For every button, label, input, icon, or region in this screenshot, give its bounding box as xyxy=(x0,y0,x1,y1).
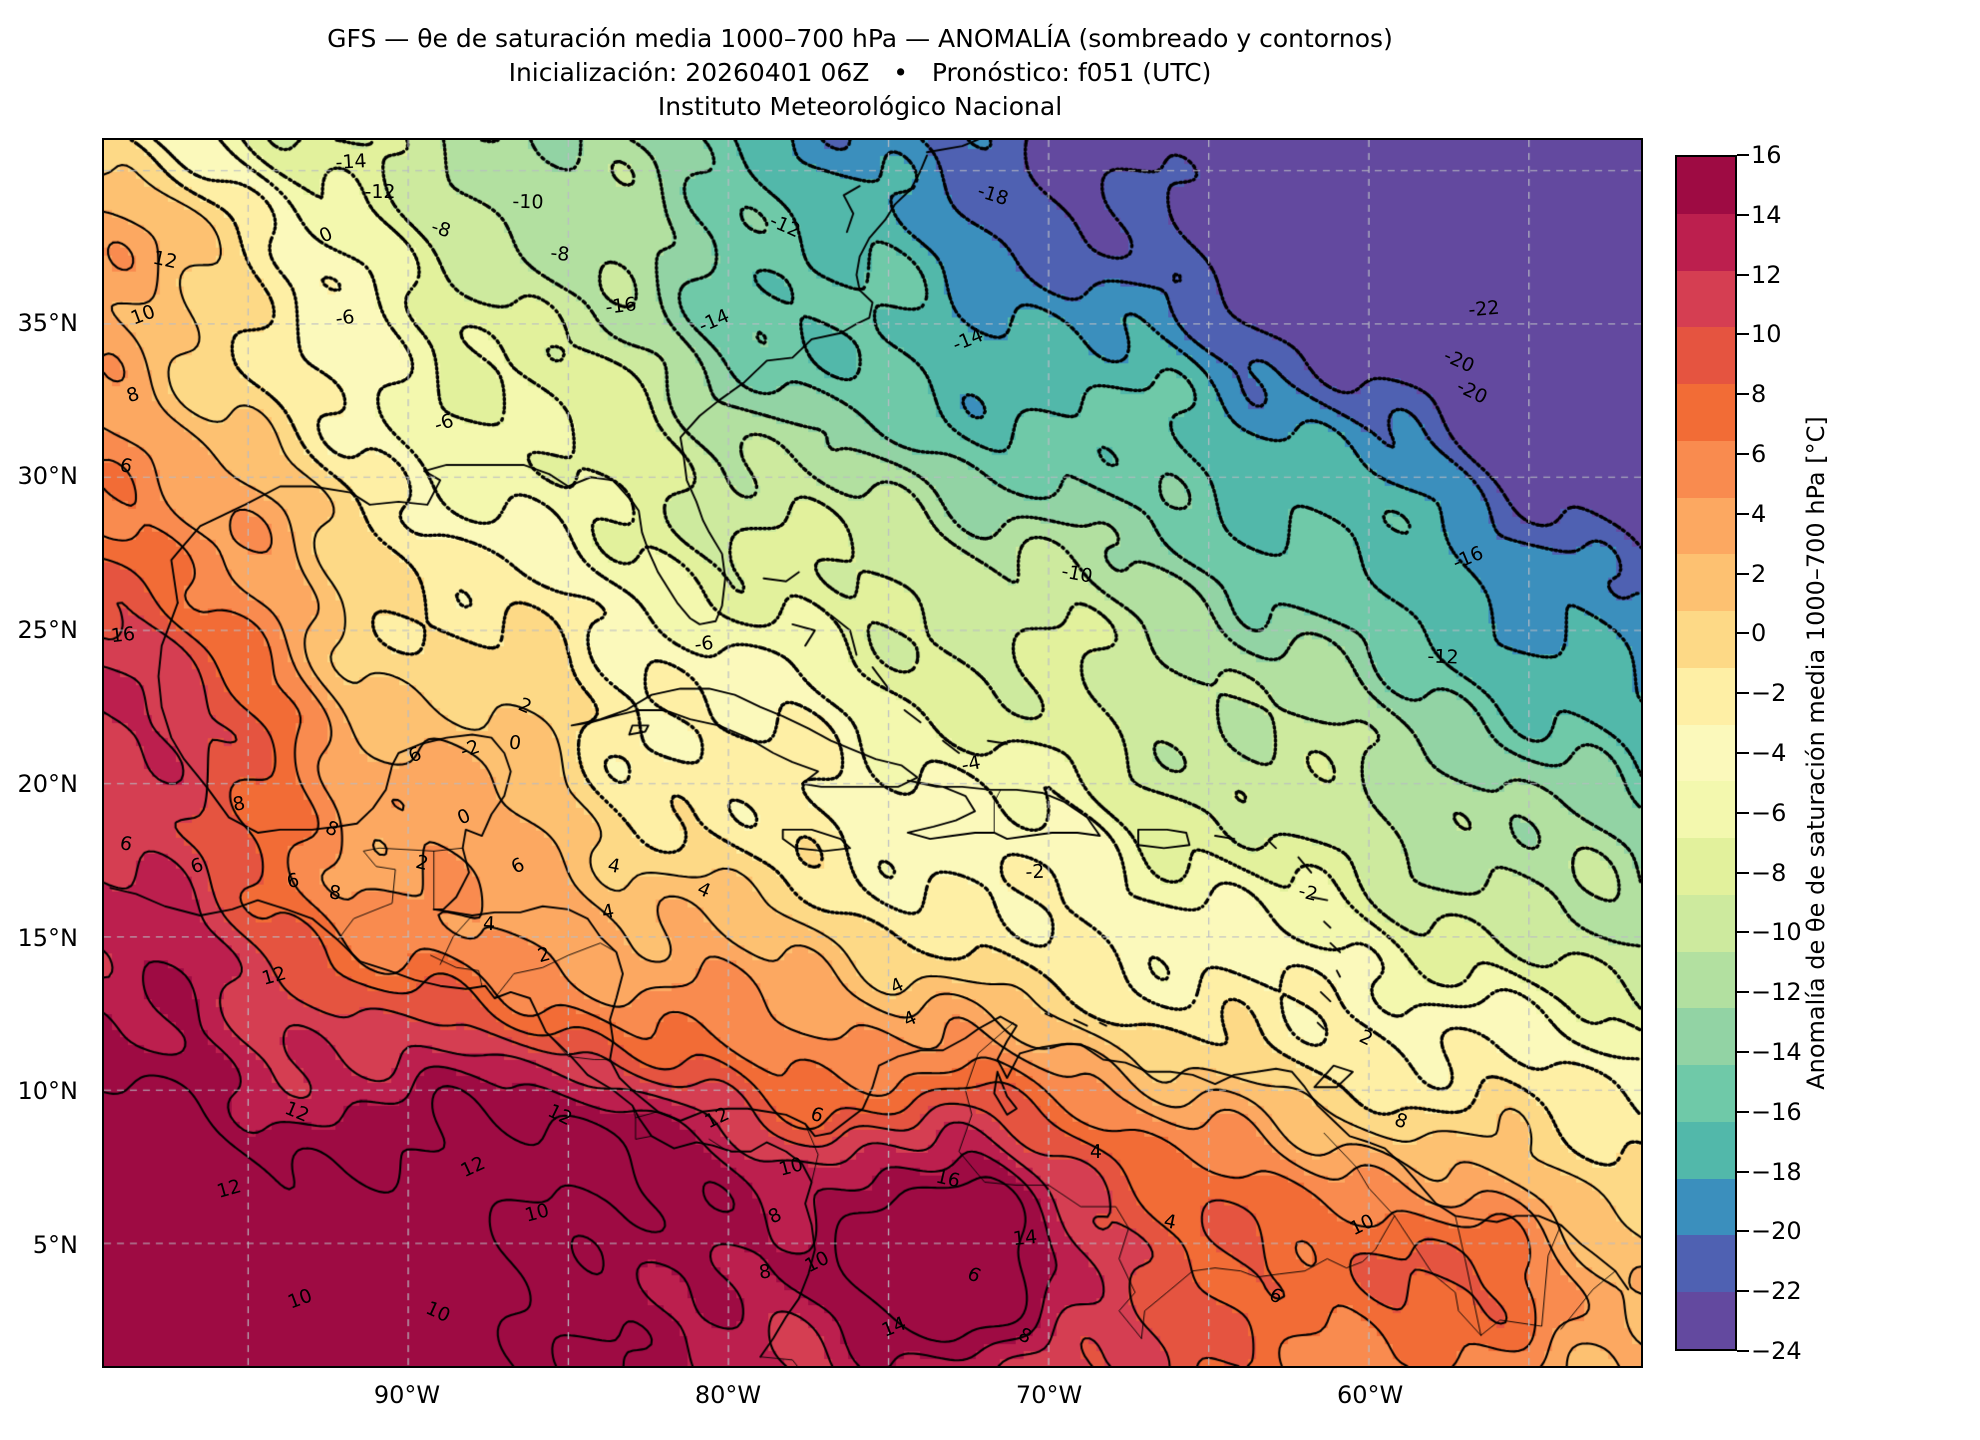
colorbar-band xyxy=(1677,440,1735,498)
lat-tick-label: 15°N xyxy=(17,923,79,952)
colorbar-band xyxy=(1677,1235,1735,1292)
graticule-layer xyxy=(104,140,1641,1366)
colorbar-tick-mark xyxy=(1737,871,1749,874)
colorbar-band xyxy=(1677,327,1735,384)
colorbar-band xyxy=(1677,781,1735,838)
colorbar-band xyxy=(1677,611,1735,668)
colorbar-tick-label: −8 xyxy=(1751,858,1787,887)
colorbar-band xyxy=(1677,1065,1735,1122)
colorbar-band xyxy=(1677,554,1735,611)
colorbar-tick-label: 10 xyxy=(1751,320,1782,349)
colorbar-tick-label: 2 xyxy=(1751,559,1767,588)
colorbar-tick-label: −2 xyxy=(1751,679,1787,708)
lat-tick-label: 35°N xyxy=(17,308,79,337)
colorbar-band xyxy=(1677,497,1735,555)
colorbar-tick-mark xyxy=(1737,931,1749,934)
map-canvas: -14 -12 -10 -8 -8 -18 -12 -16 -14 -14 -22 -20 -20 -6-… xyxy=(104,140,1641,1366)
colorbar-band xyxy=(1677,724,1735,782)
lon-tick-label: 90°W xyxy=(373,1381,441,1409)
colorbar-tick-mark xyxy=(1737,512,1749,515)
chart-subtitle: Inicialización: 20260401 06Z • Pronóstic… xyxy=(508,58,1212,87)
colorbar-tick-mark xyxy=(1737,453,1749,455)
chart-source: Instituto Meteorológico Nacional xyxy=(657,92,1063,121)
colorbar-tick-label: 14 xyxy=(1751,200,1782,229)
colorbar-tick-label: 8 xyxy=(1751,380,1767,409)
colorbar-band xyxy=(1677,384,1735,441)
colorbar-tick-label: −6 xyxy=(1751,798,1787,827)
lat-tick-label: 10°N xyxy=(17,1077,79,1106)
colorbar-tick-mark xyxy=(1737,991,1749,994)
colorbar-tick-mark xyxy=(1737,632,1749,635)
colorbar-band xyxy=(1677,157,1735,214)
colorbar-tick-label: −20 xyxy=(1751,1217,1802,1246)
colorbar-tick-label: −12 xyxy=(1751,978,1802,1007)
colorbar-band xyxy=(1677,1008,1735,1065)
colorbar-band xyxy=(1677,1292,1735,1349)
colorbar-tick-mark xyxy=(1737,333,1749,336)
colorbar-band xyxy=(1677,838,1735,895)
colorbar[interactable] xyxy=(1675,155,1737,1351)
colorbar-band xyxy=(1677,894,1735,952)
colorbar-tick-label: −4 xyxy=(1751,739,1787,767)
lon-tick-label: 70°W xyxy=(1015,1381,1083,1409)
colorbar-band xyxy=(1677,270,1735,328)
map-plot-area[interactable]: -14 -12 -10 -8 -8 -18 -12 -16 -14 -14 -22 -20 -20 -6-… xyxy=(102,138,1643,1368)
lon-tick-label: 80°W xyxy=(694,1381,762,1409)
colorbar-band xyxy=(1677,213,1735,271)
colorbar-tick-label: −18 xyxy=(1751,1157,1802,1186)
colorbar-tick-mark xyxy=(1737,1051,1749,1053)
colorbar-band xyxy=(1677,667,1735,725)
colorbar-tick-mark xyxy=(1737,1170,1749,1173)
colorbar-tick-label: 16 xyxy=(1751,141,1782,169)
colorbar-tick-mark xyxy=(1737,154,1749,156)
lon-tick-label: 60°W xyxy=(1336,1381,1404,1409)
colorbar-tick-label: −14 xyxy=(1751,1038,1802,1066)
lat-tick-label: 20°N xyxy=(17,769,79,798)
colorbar-tick-mark xyxy=(1737,1110,1749,1113)
colorbar-tick-mark xyxy=(1737,1350,1749,1352)
colorbar-tick-label: 12 xyxy=(1751,260,1782,289)
lat-tick-label: 5°N xyxy=(32,1231,78,1259)
colorbar-tick-mark xyxy=(1737,1290,1749,1293)
colorbar-tick-mark xyxy=(1737,752,1749,754)
colorbar-tick-mark xyxy=(1737,692,1749,695)
colorbar-tick-label: 6 xyxy=(1751,440,1767,468)
latitude-axis: 35°N 30°N 25°N 20°N 15°N 10°N 5°N xyxy=(0,0,92,1440)
colorbar-tick-mark xyxy=(1737,393,1749,396)
lat-tick-label: 30°N xyxy=(17,462,79,491)
colorbar-tick-mark xyxy=(1737,811,1749,814)
colorbar-tick-mark xyxy=(1737,213,1749,216)
colorbar-band xyxy=(1677,1178,1735,1236)
chart-title: GFS — θe de saturación media 1000–700 hP… xyxy=(327,24,1393,53)
colorbar-tick-mark xyxy=(1737,273,1749,276)
colorbar-label: Anomalía de θe de saturación media 1000–… xyxy=(1802,416,1830,1090)
colorbar-band xyxy=(1677,1121,1735,1179)
colorbar-tick-mark xyxy=(1737,572,1749,575)
title-block: GFS — θe de saturación media 1000–700 hP… xyxy=(0,22,1720,124)
colorbar-tick-label: −16 xyxy=(1751,1097,1802,1126)
colorbar-tick-label: −24 xyxy=(1751,1337,1802,1365)
colorbar-band xyxy=(1677,951,1735,1009)
colorbar-tick-label: 4 xyxy=(1751,499,1767,528)
colorbar-tick-label: 0 xyxy=(1751,619,1767,648)
colorbar-tick-mark xyxy=(1737,1230,1749,1233)
colorbar-tick-label: −10 xyxy=(1751,918,1802,947)
lat-tick-label: 25°N xyxy=(17,616,79,644)
colorbar-tick-label: −22 xyxy=(1751,1277,1802,1306)
